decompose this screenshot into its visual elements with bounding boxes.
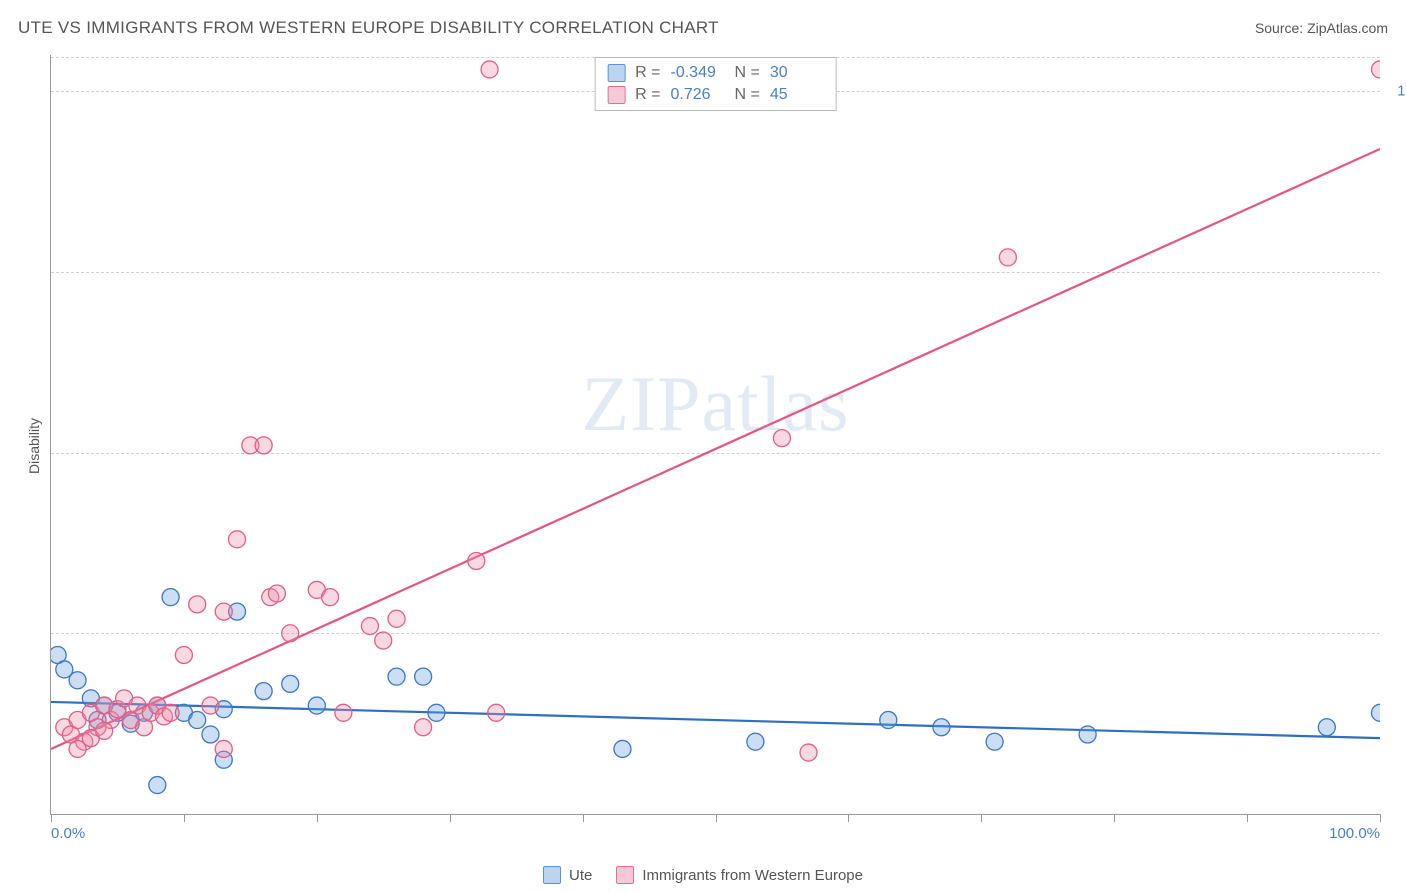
data-point xyxy=(162,704,179,721)
data-point xyxy=(361,618,378,635)
x-tick-mark xyxy=(184,814,185,822)
data-point xyxy=(388,610,405,627)
data-point xyxy=(255,683,272,700)
data-point xyxy=(1318,719,1335,736)
data-point xyxy=(428,704,445,721)
stats-legend-row: R = -0.349 N = 30 xyxy=(607,62,824,84)
scatter-svg xyxy=(51,55,1380,814)
data-point xyxy=(880,712,897,729)
x-tick-mark xyxy=(981,814,982,822)
x-tick-mark xyxy=(51,814,52,822)
legend-swatch-icon xyxy=(616,866,634,884)
legend-label: Ute xyxy=(569,867,592,884)
stats-r-value: 0.726 xyxy=(671,86,725,104)
data-point xyxy=(415,668,432,685)
data-point xyxy=(388,668,405,685)
data-point xyxy=(215,603,232,620)
data-point xyxy=(282,675,299,692)
y-tick-label: 50.0% xyxy=(1388,444,1406,461)
y-tick-label: 25.0% xyxy=(1388,625,1406,642)
data-point xyxy=(215,740,232,757)
legend-swatch-icon xyxy=(543,866,561,884)
chart-title: UTE VS IMMIGRANTS FROM WESTERN EUROPE DI… xyxy=(18,18,719,38)
data-point xyxy=(481,61,498,78)
data-point xyxy=(149,777,166,794)
data-point xyxy=(335,704,352,721)
stats-legend: R = -0.349 N = 30 R = 0.726 N = 45 xyxy=(594,57,837,111)
data-point xyxy=(1079,726,1096,743)
data-point xyxy=(268,585,285,602)
data-point xyxy=(175,646,192,663)
trend-line xyxy=(51,702,1380,738)
y-tick-label: 75.0% xyxy=(1388,263,1406,280)
data-point xyxy=(614,740,631,757)
legend-item: Ute xyxy=(543,866,592,884)
x-tick-mark xyxy=(1247,814,1248,822)
x-tick-mark xyxy=(1114,814,1115,822)
data-point xyxy=(1372,61,1381,78)
stats-n-value: 30 xyxy=(770,64,824,82)
x-tick-mark xyxy=(450,814,451,822)
legend-swatch-icon xyxy=(607,86,625,104)
x-tick-mark xyxy=(848,814,849,822)
chart-plot-area: R = -0.349 N = 30 R = 0.726 N = 45 ZIPat… xyxy=(50,55,1380,815)
legend-swatch-icon xyxy=(607,64,625,82)
stats-legend-row: R = 0.726 N = 45 xyxy=(607,84,824,106)
data-point xyxy=(986,733,1003,750)
x-tick-mark xyxy=(1380,814,1381,822)
x-tick-mark xyxy=(716,814,717,822)
data-point xyxy=(282,625,299,642)
y-tick-label: 100.0% xyxy=(1388,83,1406,100)
bottom-legend: Ute Immigrants from Western Europe xyxy=(543,866,863,884)
data-point xyxy=(375,632,392,649)
x-tick-mark xyxy=(317,814,318,822)
source-label: Source: ZipAtlas.com xyxy=(1255,20,1388,36)
data-point xyxy=(1372,704,1381,721)
x-tick-mark xyxy=(583,814,584,822)
data-point xyxy=(933,719,950,736)
legend-item: Immigrants from Western Europe xyxy=(616,866,863,884)
data-point xyxy=(229,531,246,548)
x-tick-label: 100.0% xyxy=(1329,825,1380,842)
stats-r-value: -0.349 xyxy=(671,64,725,82)
stats-n-value: 45 xyxy=(770,86,824,104)
data-point xyxy=(162,589,179,606)
data-point xyxy=(415,719,432,736)
data-point xyxy=(488,704,505,721)
data-point xyxy=(322,589,339,606)
y-axis-label: Disability xyxy=(26,418,42,474)
stats-r-label: R = xyxy=(635,64,660,82)
data-point xyxy=(189,712,206,729)
data-point xyxy=(96,722,113,739)
data-point xyxy=(800,744,817,761)
data-point xyxy=(69,672,86,689)
data-point xyxy=(999,249,1016,266)
legend-label: Immigrants from Western Europe xyxy=(642,867,863,884)
data-point xyxy=(747,733,764,750)
data-point xyxy=(308,697,325,714)
data-point xyxy=(202,697,219,714)
data-point xyxy=(189,596,206,613)
x-tick-label: 0.0% xyxy=(51,825,85,842)
data-point xyxy=(202,726,219,743)
data-point xyxy=(255,437,272,454)
stats-n-label: N = xyxy=(735,64,760,82)
data-point xyxy=(468,553,485,570)
data-point xyxy=(773,430,790,447)
stats-r-label: R = xyxy=(635,86,660,104)
stats-n-label: N = xyxy=(735,86,760,104)
